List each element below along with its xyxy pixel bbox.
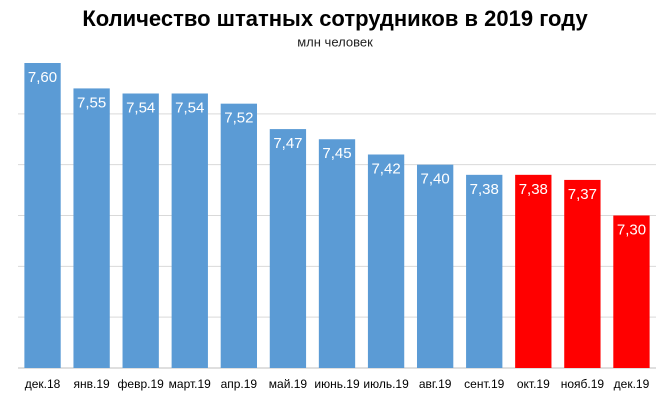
value-label: 7,42 (371, 160, 400, 177)
x-tick-label: авг.19 (419, 377, 452, 391)
bar (416, 164, 454, 368)
x-tick-label: окт.19 (517, 377, 550, 391)
value-label: 7,45 (322, 145, 351, 162)
x-tick-label: нояб.19 (561, 377, 605, 391)
bar (73, 88, 110, 369)
chart-subtitle: млн человек (297, 34, 373, 49)
x-tick-label: март.19 (169, 377, 212, 391)
bar (318, 139, 356, 368)
value-label: 7,38 (519, 181, 548, 198)
bar (564, 179, 601, 368)
bar (515, 174, 552, 368)
bar (24, 63, 61, 368)
value-label: 7,54 (126, 99, 155, 116)
x-tick-label: февр.19 (118, 377, 165, 391)
x-tick-label: май.19 (269, 377, 308, 391)
x-tick-label: дек.18 (25, 377, 61, 391)
x-tick-label: дек.19 (614, 377, 650, 391)
x-tick-label: июнь.19 (314, 377, 360, 391)
bar (466, 174, 503, 368)
x-tick-label: апр.19 (221, 377, 258, 391)
bar (269, 129, 307, 368)
value-label: 7,40 (421, 171, 450, 188)
bar (171, 93, 208, 368)
x-tick-label: сент.19 (464, 377, 504, 391)
value-label: 7,55 (77, 94, 106, 111)
value-label: 7,38 (470, 181, 499, 198)
x-tick-label: июль.19 (363, 377, 409, 391)
x-tick-label: янв.19 (74, 377, 111, 391)
bar (220, 103, 258, 369)
value-label: 7,37 (568, 186, 597, 203)
chart-title: Количество штатных сотрудников в 2019 го… (82, 6, 588, 31)
value-label: 7,54 (175, 99, 204, 116)
bar (367, 154, 405, 368)
value-label: 7,47 (273, 135, 302, 152)
bar (122, 93, 159, 368)
value-label: 7,60 (28, 69, 57, 86)
value-label: 7,30 (617, 221, 646, 238)
value-label: 7,52 (224, 110, 253, 127)
bar (613, 215, 650, 368)
